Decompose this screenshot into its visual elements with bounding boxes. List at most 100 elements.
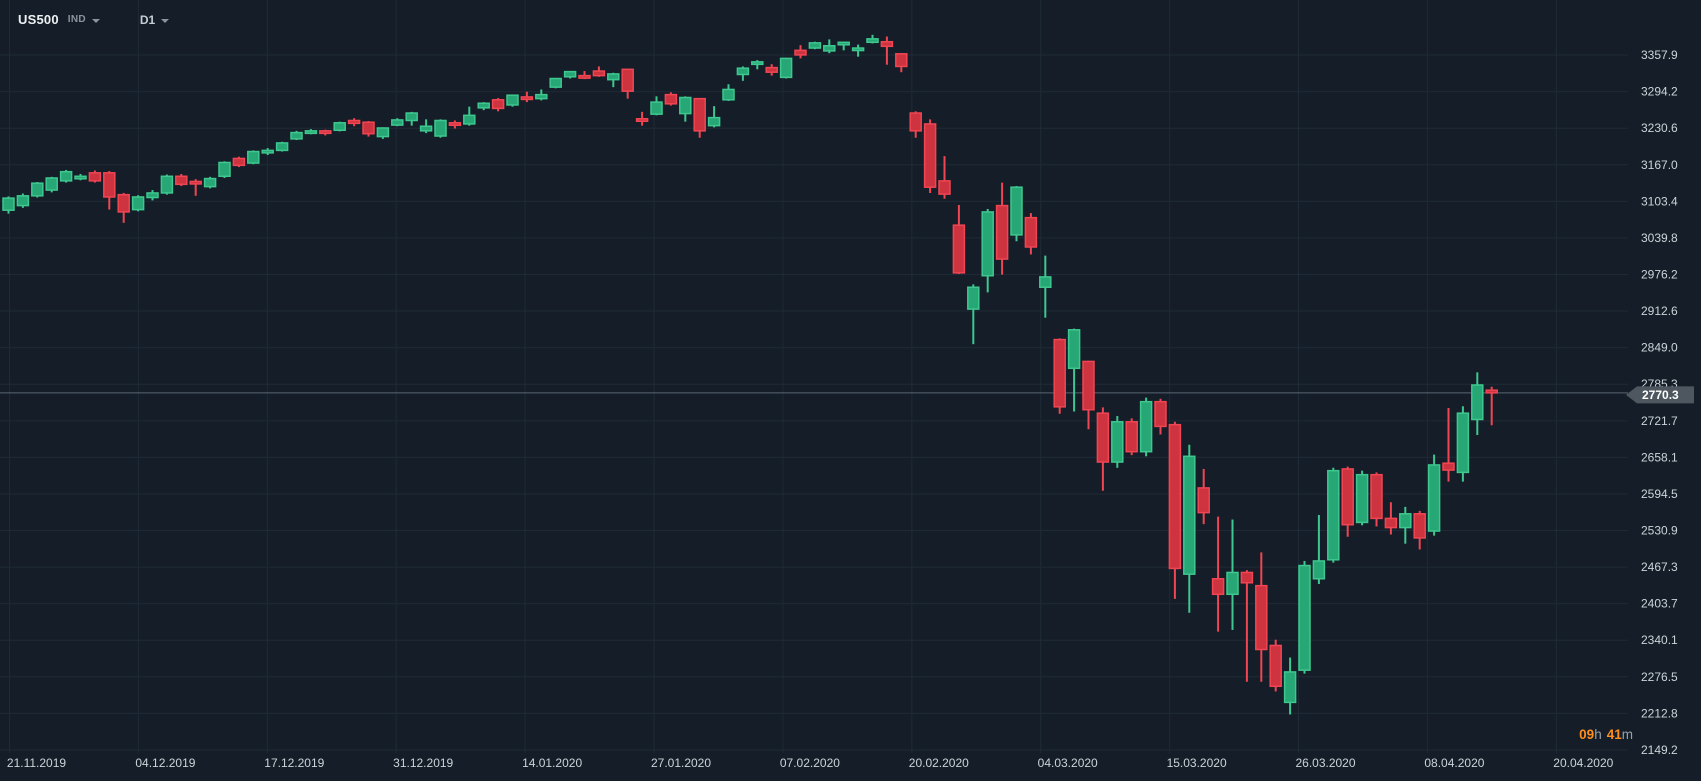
candle-body — [722, 88, 735, 101]
candle-body — [59, 170, 73, 182]
candle-bull — [1355, 470, 1369, 526]
instrument-type-badge[interactable]: IND — [67, 14, 86, 25]
candle-body — [506, 94, 519, 106]
candle-body — [319, 130, 332, 135]
candle-bear — [1211, 516, 1225, 632]
candle-bull — [1283, 657, 1297, 715]
candle-body — [1125, 421, 1138, 453]
candle-bull — [2, 196, 15, 214]
candle-body — [2, 197, 15, 211]
market-close-countdown: 09h 41m — [1579, 727, 1633, 742]
candle-body — [967, 286, 980, 310]
candle-body — [679, 96, 692, 115]
candle-body — [1168, 423, 1182, 570]
candle-bull — [304, 129, 318, 135]
y-axis-label: 3294.2 — [1641, 85, 1678, 99]
y-axis-label: 2149.2 — [1641, 743, 1678, 757]
candle-body — [635, 118, 649, 123]
candle-bull — [203, 176, 217, 189]
candle-bull — [779, 57, 793, 79]
candle-body — [1427, 464, 1441, 532]
candle-body — [203, 177, 217, 188]
candle-body — [1384, 517, 1398, 529]
candle-bull — [1039, 255, 1052, 318]
candle-body — [275, 142, 289, 152]
candle-body — [895, 53, 908, 68]
candle-body — [607, 73, 620, 81]
candle-body — [1039, 276, 1052, 288]
x-axis-label: 31.12.2019 — [393, 756, 453, 770]
symbol-label[interactable]: US500 — [18, 12, 59, 27]
candle-body — [693, 97, 706, 132]
candle-body — [952, 224, 966, 274]
candle-bear — [880, 36, 894, 65]
candle-body — [333, 122, 346, 132]
candle-body — [88, 172, 102, 182]
candle-body — [535, 93, 548, 100]
y-axis-label: 3230.6 — [1641, 121, 1678, 135]
candle-body — [1240, 571, 1254, 584]
candle-body — [1226, 571, 1239, 596]
candle-body — [103, 172, 116, 198]
candle-bull — [59, 169, 73, 183]
x-axis-label: 07.02.2020 — [780, 756, 840, 770]
candle-bear — [909, 111, 922, 138]
candle-body — [837, 41, 850, 46]
candle-body — [1471, 384, 1484, 421]
candle-bull — [808, 41, 822, 50]
candle-body — [549, 77, 562, 88]
current-price-tag: 2770.3 — [1626, 386, 1694, 404]
candle-body — [434, 119, 447, 137]
candle-body — [1139, 400, 1153, 453]
candle-bear — [664, 92, 678, 106]
chevron-down-icon[interactable] — [161, 18, 170, 23]
candle-body — [578, 74, 591, 79]
candle-bull — [722, 84, 735, 101]
candle-body — [419, 125, 433, 132]
y-axis-label: 2721.7 — [1641, 414, 1678, 428]
candle-bear — [319, 129, 332, 136]
candle-body — [520, 96, 534, 101]
candle-body — [923, 123, 937, 188]
x-axis-label: 20.04.2020 — [1553, 756, 1613, 770]
candle-body — [448, 122, 462, 127]
candle-body — [1053, 338, 1066, 408]
x-axis-label: 14.01.2020 — [522, 756, 582, 770]
candle-body — [621, 68, 634, 92]
countdown-minutes-unit: m — [1621, 727, 1633, 742]
candle-bear — [765, 64, 778, 76]
y-axis-label: 2912.6 — [1641, 304, 1678, 318]
candle-body — [1413, 513, 1426, 539]
chevron-down-icon[interactable] — [91, 18, 100, 23]
candle-bull — [290, 130, 303, 141]
y-axis-label: 2403.7 — [1641, 597, 1678, 611]
chart-header: US500 IND D1 — [18, 12, 170, 27]
candle-body — [304, 130, 318, 135]
candle-body — [477, 102, 490, 109]
candle-body — [794, 49, 807, 56]
candle-bear — [1240, 570, 1254, 682]
candle-body — [1096, 412, 1110, 463]
candle-bull — [275, 141, 289, 152]
timeframe-selector[interactable]: D1 — [139, 12, 156, 27]
x-axis-label: 21.11.2019 — [7, 756, 66, 770]
candle-body — [592, 70, 606, 77]
candle-body — [995, 204, 1009, 260]
candle-body — [31, 182, 44, 197]
candle-bull — [1427, 454, 1441, 536]
candle-bear — [1154, 398, 1167, 435]
candle-bear — [1384, 502, 1398, 535]
candle-bull — [1298, 560, 1311, 674]
candle-bear — [491, 98, 505, 112]
candle-bear — [578, 71, 591, 80]
candle-bear — [592, 66, 606, 77]
candle-bear — [995, 182, 1009, 275]
candle-bear — [232, 156, 246, 168]
candle-body — [1355, 473, 1369, 524]
candle-bear — [1269, 639, 1282, 692]
candle-bull — [1067, 328, 1081, 412]
candle-body — [1485, 389, 1498, 394]
candle-body — [650, 101, 663, 115]
